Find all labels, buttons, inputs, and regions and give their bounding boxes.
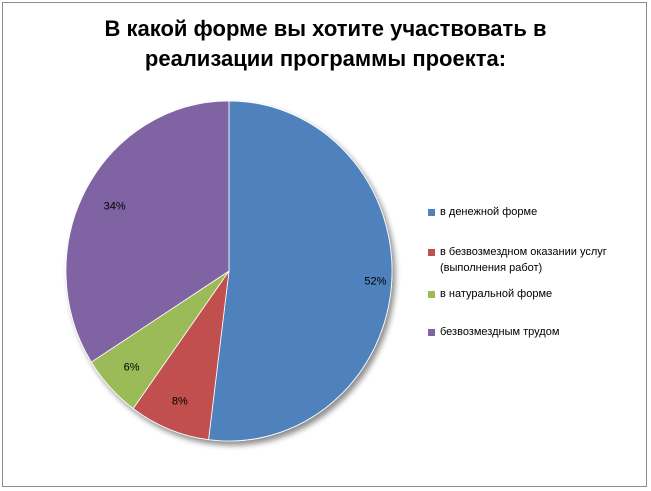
pie-slices (65, 100, 393, 442)
data-label-1: 8% (172, 396, 188, 408)
chart-title-line-2: реализации программы проекта: (144, 46, 507, 71)
legend-label: в безвозмездном оказании услуг (выполнен… (440, 244, 640, 276)
data-label-0: 52% (364, 276, 386, 288)
legend-label-line: в безвозмездном оказании услуг (440, 246, 607, 258)
legend-label: безвозмездным трудом (440, 324, 640, 340)
legend-swatch-0 (428, 209, 435, 216)
pie-labels: 52% 8% 6% 34% (104, 201, 387, 408)
data-label-3: 34% (104, 201, 126, 213)
legend-label: в натуральной форме (440, 286, 640, 302)
legend-label-line: (выполнения работ) (440, 262, 543, 274)
chart-title: В какой форме вы хотите участвовать в ре… (0, 14, 651, 74)
chart-title-line-1: В какой форме вы хотите участвовать в (104, 16, 547, 41)
legend-label-line: в натуральной форме (440, 288, 553, 300)
legend-label: в денежной форме (440, 204, 640, 220)
legend-swatch-1 (428, 249, 435, 256)
data-label-2: 6% (124, 361, 140, 373)
pie-slice-3 (65, 100, 230, 363)
pie-slice-0 (208, 100, 393, 442)
legend-swatch-3 (428, 329, 435, 336)
legend-swatch-2 (428, 291, 435, 298)
legend-label-line: безвозмездным трудом (440, 326, 560, 338)
legend-label-line: в денежной форме (440, 206, 538, 218)
